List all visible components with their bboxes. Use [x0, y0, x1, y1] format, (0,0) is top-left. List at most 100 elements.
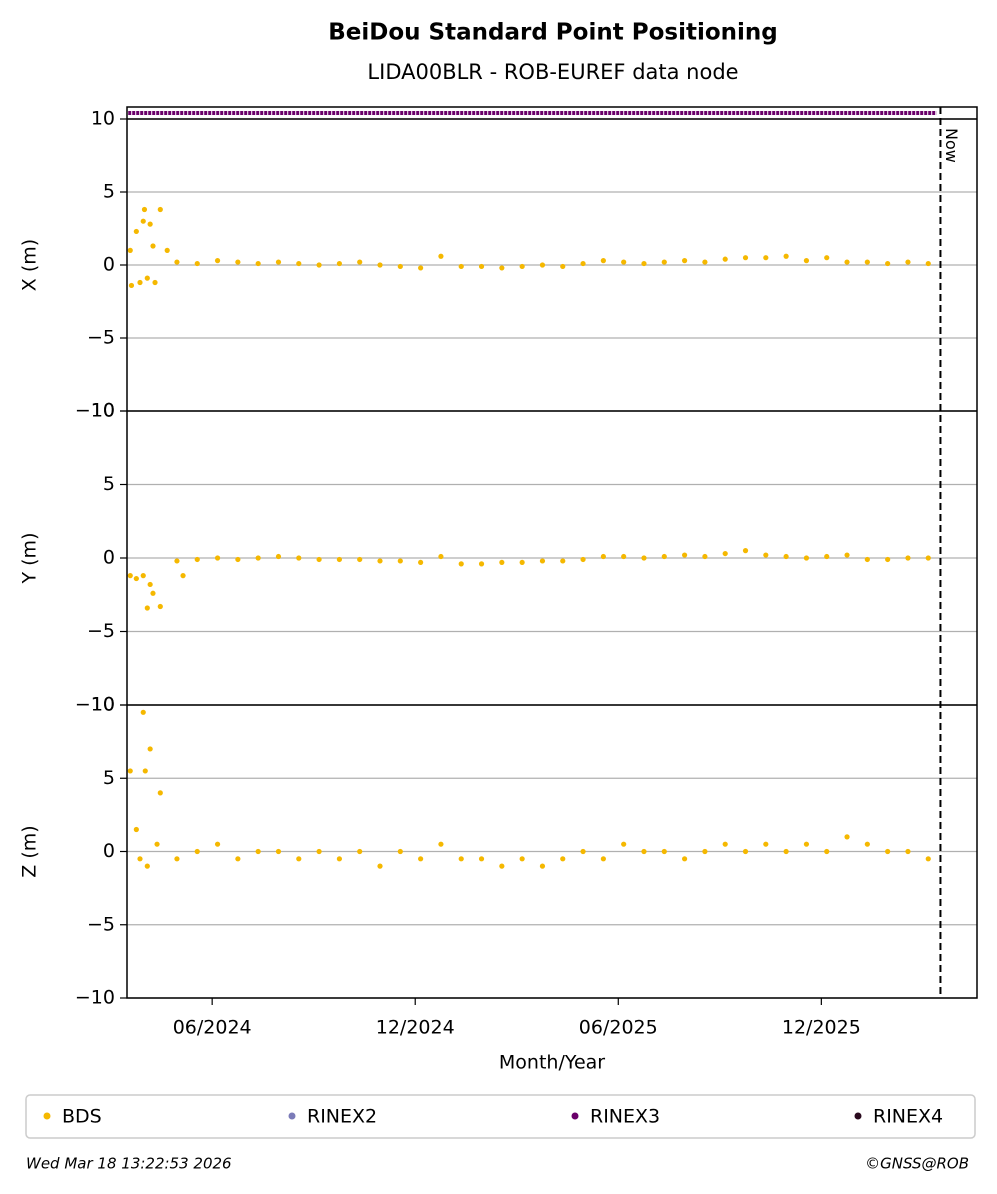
legend-label: RINEX4	[873, 1106, 943, 1128]
data-point	[458, 561, 464, 567]
x-tick-label: 12/2025	[782, 1017, 861, 1039]
data-point	[296, 260, 302, 267]
data-point	[783, 848, 789, 855]
data-point	[147, 221, 153, 227]
data-point	[844, 552, 850, 558]
data-point	[681, 856, 688, 862]
data-point	[133, 575, 139, 582]
data-point	[499, 863, 505, 869]
data-point	[438, 253, 444, 259]
y-tick-label: 5	[103, 181, 115, 203]
data-point	[418, 559, 424, 566]
data-point	[621, 259, 627, 265]
data-point	[438, 841, 444, 847]
data-point	[458, 263, 464, 270]
data-point	[742, 848, 749, 855]
data-point	[641, 555, 647, 561]
data-point	[296, 856, 302, 862]
data-point	[661, 553, 667, 560]
y-tick-label: 5	[103, 767, 115, 789]
data-point	[478, 263, 485, 270]
data-point	[194, 556, 200, 563]
data-point	[621, 841, 627, 847]
data-point	[580, 260, 586, 267]
data-point	[885, 260, 891, 267]
data-point	[478, 856, 485, 862]
data-point	[235, 259, 241, 265]
legend-marker	[43, 1112, 51, 1120]
data-point	[418, 265, 424, 271]
data-point	[580, 848, 586, 855]
x-axis-label: Month/Year	[499, 1052, 605, 1074]
x-tick-label: 06/2024	[173, 1017, 252, 1039]
data-point	[174, 856, 180, 862]
data-point	[157, 790, 163, 796]
y-tick-label: 10	[91, 694, 115, 716]
data-point	[702, 259, 708, 265]
data-point	[377, 558, 383, 564]
data-point	[519, 559, 525, 566]
data-point	[824, 255, 830, 261]
y-tick-label: −5	[87, 327, 115, 349]
data-point	[925, 856, 931, 862]
chart-title: BeiDou Standard Point Positioning	[328, 20, 777, 46]
data-point	[194, 260, 200, 267]
footer-left: Wed Mar 18 13:22:53 2026	[26, 1155, 232, 1173]
data-point	[824, 848, 830, 855]
data-point	[255, 848, 261, 855]
data-point	[864, 556, 870, 563]
x-tick-label: 12/2024	[376, 1017, 455, 1039]
data-point	[722, 841, 728, 847]
data-point	[127, 573, 133, 579]
y-tick-label: 5	[103, 473, 115, 495]
data-point	[357, 556, 363, 563]
data-point	[783, 553, 789, 560]
data-point	[141, 206, 148, 213]
data-point	[844, 259, 850, 265]
y-tick-label: 0	[103, 547, 115, 569]
data-point	[681, 552, 688, 558]
y-tick-label: −10	[75, 694, 115, 716]
now-label: Now	[942, 128, 961, 163]
data-point	[275, 259, 282, 265]
data-point	[600, 258, 606, 264]
data-point	[214, 555, 221, 561]
data-point	[157, 206, 163, 213]
legend-marker	[288, 1112, 296, 1120]
data-point	[235, 556, 241, 563]
data-point	[357, 259, 363, 265]
y-tick-label: 0	[103, 840, 115, 862]
data-point	[742, 548, 749, 554]
y-tick-label: 10	[91, 108, 115, 130]
legend-box	[25, 1094, 976, 1139]
data-point	[783, 253, 789, 259]
data-point	[702, 553, 708, 560]
data-point	[621, 553, 627, 560]
data-point	[144, 275, 150, 281]
data-point	[925, 555, 931, 561]
data-point	[154, 841, 160, 847]
data-point	[255, 555, 261, 561]
data-point	[377, 863, 383, 869]
data-point	[152, 279, 158, 286]
data-point	[722, 550, 728, 557]
data-point	[824, 553, 830, 560]
data-point	[397, 848, 403, 855]
data-point	[438, 553, 444, 560]
data-point	[316, 262, 322, 268]
data-point	[560, 263, 566, 270]
data-point	[194, 848, 200, 855]
data-point	[600, 856, 606, 862]
data-point	[661, 259, 667, 265]
data-point	[174, 558, 180, 564]
legend-label: RINEX2	[307, 1106, 377, 1128]
data-point	[722, 256, 728, 262]
data-point	[519, 856, 525, 862]
data-point	[316, 848, 322, 855]
data-point	[560, 558, 566, 564]
data-point	[742, 255, 749, 261]
data-point	[174, 259, 180, 265]
y-axis-label: X (m)	[19, 239, 41, 291]
legend-label: RINEX3	[590, 1106, 660, 1128]
